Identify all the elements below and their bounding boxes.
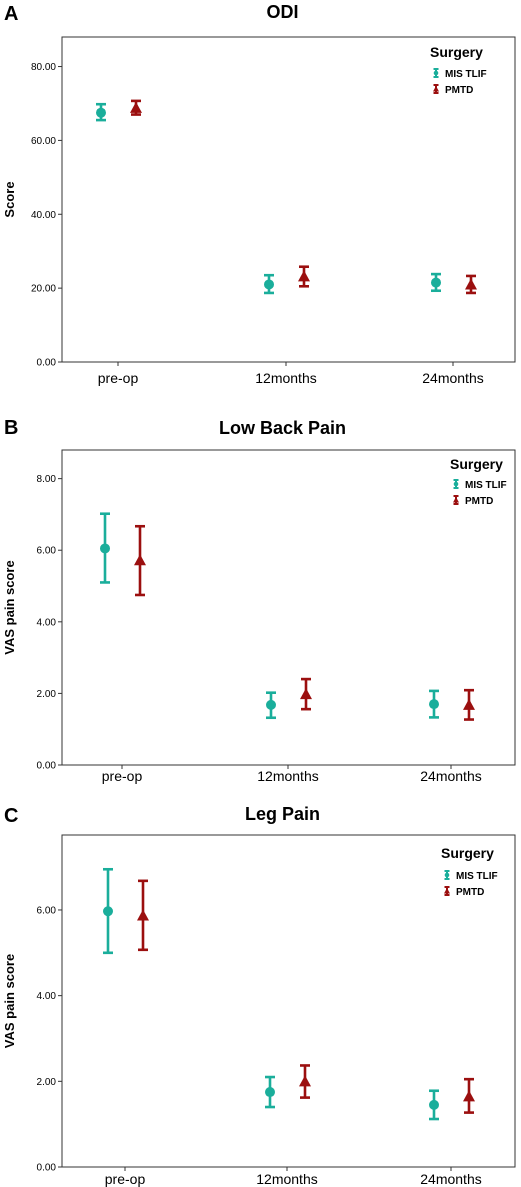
legend-label: MIS TLIF [465, 480, 507, 491]
legend-marker-circle [444, 872, 450, 878]
plot-frame [61, 834, 516, 1168]
y-tick-label: 0.00 [37, 761, 57, 772]
y-tick-label: 80.00 [31, 62, 56, 73]
series-pmtd [137, 879, 475, 1114]
data-point-triangle [298, 270, 310, 282]
y-axis-label: VAS pain score [2, 954, 17, 1048]
x-tick-label: 12months [256, 1171, 317, 1187]
y-tick-label: 6.00 [37, 905, 57, 916]
chart-panel-c: C Leg Pain VAS pain score 0.00 2.00 4.00 6.00 p… [2, 804, 516, 1187]
y-tick-label: 4.00 [37, 991, 57, 1002]
y-tick-label: 6.00 [37, 546, 57, 557]
data-point-circle [429, 699, 439, 710]
plot-frame [61, 449, 516, 766]
data-point-circle [431, 277, 441, 288]
x-tick-label: pre-op [102, 768, 143, 784]
data-point-triangle [463, 1090, 475, 1102]
legend-label: MIS TLIF [445, 69, 487, 80]
x-tick-label: 24months [422, 370, 483, 386]
series-pmtd [134, 524, 475, 721]
y-tick-label: 2.00 [37, 689, 57, 700]
chart-title: ODI [266, 2, 298, 22]
legend-marker-triangle [453, 497, 459, 503]
x-tick-label: 12months [257, 768, 318, 784]
y-tick-label: 0.00 [37, 1163, 57, 1174]
legend-label: PMTD [445, 85, 473, 96]
x-tick-label: 24months [420, 768, 481, 784]
y-tick-label: 2.00 [37, 1077, 57, 1088]
chart-panel-a: A ODI Score 0.00 20.00 40.00 60.00 80.00 pre-op 1… [2, 2, 516, 386]
y-tick-label: 0.00 [37, 358, 57, 369]
data-point-circle [96, 107, 106, 118]
data-point-triangle [137, 909, 149, 921]
legend-title: Surgery [430, 44, 483, 60]
x-tick-label: 24months [420, 1171, 481, 1187]
series-mis-tlif [103, 867, 439, 1121]
y-axis-label: Score [2, 181, 17, 217]
legend-title: Surgery [441, 845, 494, 861]
y-tick-label: 20.00 [31, 284, 56, 295]
legend-label: MIS TLIF [456, 871, 498, 882]
chart-title: Leg Pain [245, 804, 320, 824]
legend-title: Surgery [450, 456, 503, 472]
legend-label: PMTD [465, 496, 493, 507]
data-point-circle [100, 543, 110, 554]
plot-frame [61, 36, 516, 363]
series-mis-tlif [96, 102, 441, 295]
chart-title: Low Back Pain [219, 418, 346, 438]
data-point-circle [429, 1099, 439, 1110]
panel-letter: A [4, 3, 18, 25]
data-point-circle [264, 279, 274, 290]
series-pmtd [130, 99, 477, 295]
legend-marker-circle [433, 70, 439, 76]
y-tick-label: 40.00 [31, 210, 56, 221]
x-tick-label: pre-op [105, 1171, 146, 1187]
x-tick-label: pre-op [98, 370, 139, 386]
series-mis-tlif [100, 512, 439, 720]
data-point-triangle [299, 1075, 311, 1087]
legend: Surgery MIS TLIF PMTD [450, 456, 507, 507]
data-point-circle [266, 699, 276, 710]
data-point-circle [103, 906, 113, 917]
panel-letter: C [4, 805, 18, 827]
chart-panel-b: B Low Back Pain VAS pain score 0.00 2.00 4.00… [2, 417, 516, 784]
legend-label: PMTD [456, 887, 484, 898]
legend-marker-circle [453, 481, 459, 487]
data-point-triangle [465, 278, 477, 290]
data-point-triangle [300, 688, 312, 700]
y-tick-label: 8.00 [37, 474, 57, 485]
data-point-circle [265, 1087, 275, 1098]
panel-letter: B [4, 417, 18, 439]
data-point-triangle [463, 698, 475, 710]
legend-marker-triangle [444, 888, 450, 894]
y-axis-label: VAS pain score [2, 560, 17, 654]
y-tick-label: 4.00 [37, 617, 57, 628]
y-tick-label: 60.00 [31, 136, 56, 147]
data-point-triangle [134, 554, 146, 566]
x-tick-label: 12months [255, 370, 316, 386]
legend-marker-triangle [433, 86, 439, 92]
data-point-triangle [130, 101, 142, 113]
legend: Surgery MIS TLIF PMTD [441, 845, 498, 898]
legend: Surgery MIS TLIF PMTD [430, 44, 487, 96]
